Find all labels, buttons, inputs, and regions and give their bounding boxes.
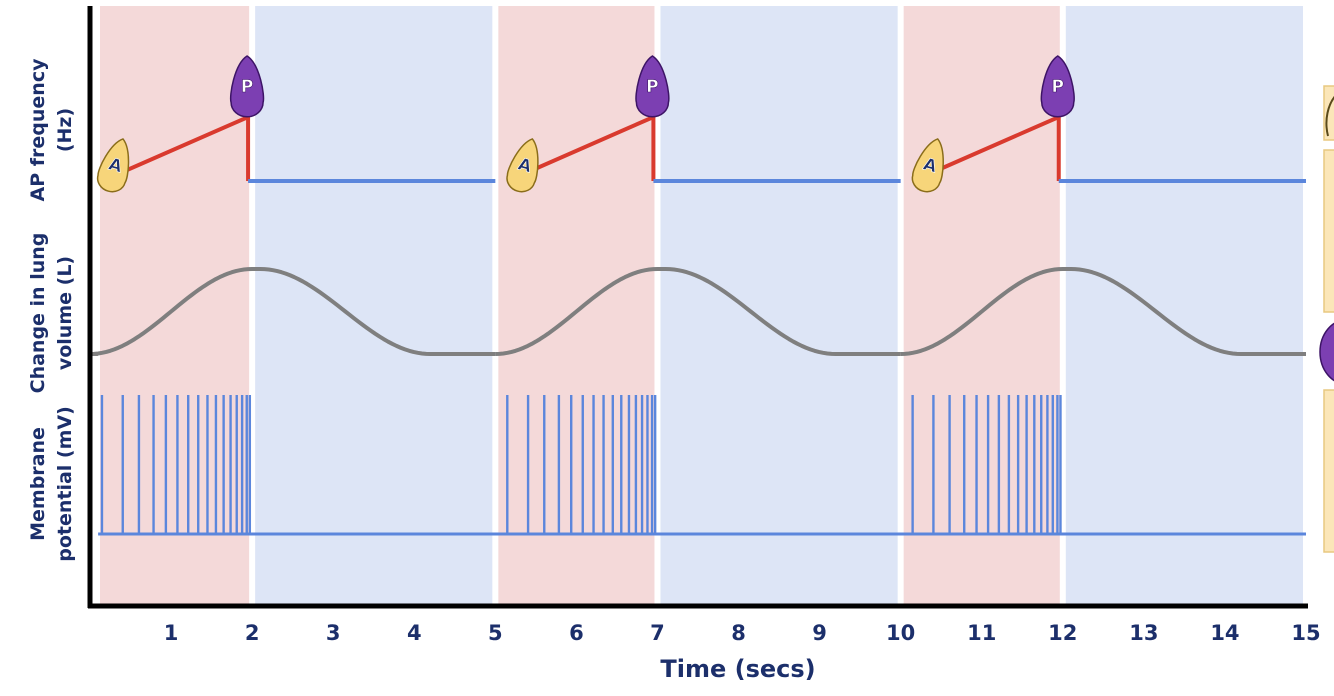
x-tick-8: 8 (731, 621, 746, 645)
x-tick-1: 1 (164, 621, 179, 645)
x-tick-7: 7 (650, 621, 665, 645)
ylabel-ap_frequency-line-1: AP frequency (27, 58, 49, 202)
phase-band-inspiration (903, 6, 1060, 606)
membrane-potential-panel (98, 395, 1306, 536)
side-legend-box (1323, 85, 1334, 141)
side-legend-box (1323, 389, 1334, 553)
x-tick-6: 6 (569, 621, 584, 645)
marker-P-body (229, 55, 265, 118)
marker-P: P (1040, 55, 1075, 118)
x-tick-12: 12 (1048, 621, 1077, 645)
phase-band-inspiration (498, 6, 655, 606)
ylabel-lung_volume-line-2: volume (L) (54, 256, 76, 370)
x-tick-15: 15 (1291, 621, 1320, 645)
x-tick-5: 5 (488, 621, 503, 645)
phase-band-expiration (1065, 6, 1303, 606)
x-axis-label: Time (secs) (660, 655, 815, 683)
phase-band-expiration (255, 6, 493, 606)
lung-volume-cycle (88, 267, 496, 356)
lung-volume-cycle (495, 267, 901, 356)
lung-volume-panel (88, 267, 1306, 356)
marker-P-body (635, 55, 670, 118)
marker-P: P (229, 55, 265, 118)
x-tick-2: 2 (245, 621, 260, 645)
x-tick-9: 9 (812, 621, 827, 645)
panel-y-labels: AP frequency (Hz) Change in lung volume (L)… (27, 58, 76, 562)
marker-P-body (1040, 55, 1075, 118)
axes (87, 6, 1308, 609)
x-tick-13: 13 (1129, 621, 1158, 645)
side-legend-box (1323, 149, 1334, 313)
ylabel-membrane_potential-line-1: Membrane (27, 427, 49, 541)
marker-A: A (506, 138, 539, 193)
side-marker-a-icon (1325, 95, 1334, 137)
marker-P-letter: P (1052, 77, 1064, 97)
marker-A: A (911, 138, 944, 193)
x-tick-11: 11 (967, 621, 996, 645)
phase-bands (100, 6, 1303, 606)
ylabel-ap_frequency-line-2: (Hz) (54, 108, 76, 152)
lung-volume-cycle (900, 267, 1306, 356)
marker-A-body (96, 138, 130, 193)
marker-P-letter: P (241, 77, 253, 97)
marker-P: P (635, 55, 670, 118)
ylabel-lung_volume-line-1: Change in lung (27, 233, 49, 394)
x-tick-4: 4 (407, 621, 422, 645)
marker-A: A (96, 138, 130, 193)
marker-A-body (911, 138, 944, 193)
ylabel-membrane_potential-line-2: potential (mV) (54, 406, 76, 562)
neuron-markers: A P A P A P (96, 55, 1075, 193)
x-tick-3: 3 (326, 621, 341, 645)
phase-band-expiration (660, 6, 898, 606)
x-tick-14: 14 (1210, 621, 1239, 645)
marker-P-letter: P (646, 77, 658, 97)
marker-A-body (506, 138, 539, 193)
x-tick-10: 10 (886, 621, 915, 645)
side-marker-p-icon (1319, 322, 1334, 382)
side-panel (1319, 85, 1334, 553)
x-tick-labels: 1 2 3 4 5 6 7 8 9 10 11 12 13 14 15 (164, 621, 1321, 645)
